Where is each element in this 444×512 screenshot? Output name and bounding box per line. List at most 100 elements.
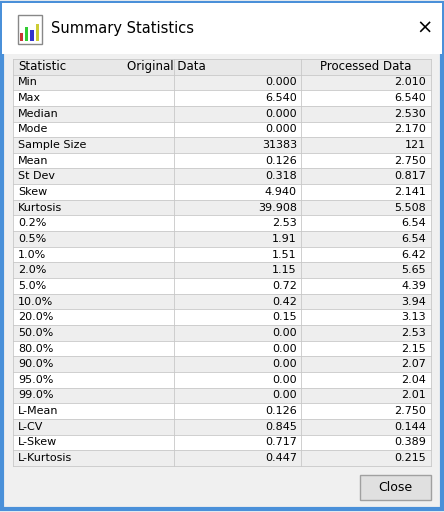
- FancyBboxPatch shape: [13, 262, 431, 278]
- Text: L-Mean: L-Mean: [18, 406, 58, 416]
- Text: 2.07: 2.07: [401, 359, 426, 369]
- Text: 0.126: 0.126: [265, 406, 297, 416]
- FancyBboxPatch shape: [13, 184, 431, 200]
- Text: 0.000: 0.000: [265, 124, 297, 134]
- Text: 50.0%: 50.0%: [18, 328, 53, 338]
- Bar: [20, 33, 23, 41]
- Text: 0.000: 0.000: [265, 109, 297, 119]
- Text: 2.750: 2.750: [394, 406, 426, 416]
- Text: 0.00: 0.00: [272, 359, 297, 369]
- FancyBboxPatch shape: [13, 216, 431, 231]
- Text: 20.0%: 20.0%: [18, 312, 53, 322]
- Text: 0.215: 0.215: [394, 453, 426, 463]
- Text: 0.00: 0.00: [272, 344, 297, 353]
- Text: 2.04: 2.04: [401, 375, 426, 385]
- Text: 4.39: 4.39: [401, 281, 426, 291]
- FancyBboxPatch shape: [13, 388, 431, 403]
- Text: 2.750: 2.750: [394, 156, 426, 166]
- Text: 0.845: 0.845: [265, 422, 297, 432]
- Text: Close: Close: [378, 481, 412, 494]
- Text: 2.010: 2.010: [394, 77, 426, 88]
- Text: 5.65: 5.65: [402, 265, 426, 275]
- Text: 2.53: 2.53: [401, 328, 426, 338]
- FancyBboxPatch shape: [13, 325, 431, 340]
- Text: 5.0%: 5.0%: [18, 281, 46, 291]
- Bar: [30, 30, 34, 41]
- Text: ×: ×: [416, 18, 432, 38]
- Text: 39.908: 39.908: [258, 203, 297, 212]
- FancyBboxPatch shape: [13, 309, 431, 325]
- Text: L-Kurtosis: L-Kurtosis: [18, 453, 72, 463]
- Text: 6.540: 6.540: [394, 93, 426, 103]
- Text: 6.42: 6.42: [401, 249, 426, 260]
- FancyBboxPatch shape: [13, 106, 431, 121]
- Text: 0.717: 0.717: [265, 437, 297, 447]
- Text: Statistic: Statistic: [18, 60, 66, 73]
- Bar: [25, 27, 28, 41]
- FancyBboxPatch shape: [13, 278, 431, 294]
- Text: 0.42: 0.42: [272, 296, 297, 307]
- Text: 0.817: 0.817: [394, 172, 426, 181]
- Text: 6.54: 6.54: [401, 218, 426, 228]
- Text: Max: Max: [18, 93, 41, 103]
- Text: 10.0%: 10.0%: [18, 296, 53, 307]
- Text: 0.447: 0.447: [265, 453, 297, 463]
- FancyBboxPatch shape: [13, 294, 431, 309]
- Text: 0.5%: 0.5%: [18, 234, 46, 244]
- Text: 0.00: 0.00: [272, 391, 297, 400]
- Text: Mode: Mode: [18, 124, 48, 134]
- FancyBboxPatch shape: [13, 231, 431, 247]
- Text: 2.170: 2.170: [394, 124, 426, 134]
- Text: 6.54: 6.54: [401, 234, 426, 244]
- Text: 0.00: 0.00: [272, 328, 297, 338]
- Text: St Dev: St Dev: [18, 172, 55, 181]
- FancyBboxPatch shape: [13, 90, 431, 106]
- FancyBboxPatch shape: [13, 168, 431, 184]
- Text: 0.318: 0.318: [265, 172, 297, 181]
- Text: 0.15: 0.15: [272, 312, 297, 322]
- Text: Original Data: Original Data: [127, 60, 206, 73]
- Text: 121: 121: [405, 140, 426, 150]
- Text: Kurtosis: Kurtosis: [18, 203, 62, 212]
- FancyBboxPatch shape: [2, 3, 442, 509]
- Text: 0.72: 0.72: [272, 281, 297, 291]
- Text: 2.15: 2.15: [401, 344, 426, 353]
- Text: Sample Size: Sample Size: [18, 140, 86, 150]
- Text: 1.15: 1.15: [272, 265, 297, 275]
- Text: 1.51: 1.51: [272, 249, 297, 260]
- Text: 2.0%: 2.0%: [18, 265, 46, 275]
- Text: 1.0%: 1.0%: [18, 249, 46, 260]
- Text: Min: Min: [18, 77, 38, 88]
- FancyBboxPatch shape: [13, 356, 431, 372]
- Text: Mean: Mean: [18, 156, 48, 166]
- Text: Skew: Skew: [18, 187, 47, 197]
- Text: L-CV: L-CV: [18, 422, 43, 432]
- Text: 6.540: 6.540: [265, 93, 297, 103]
- FancyBboxPatch shape: [13, 403, 431, 419]
- Text: 0.2%: 0.2%: [18, 218, 46, 228]
- FancyBboxPatch shape: [2, 3, 442, 54]
- FancyBboxPatch shape: [13, 450, 431, 466]
- Text: 2.53: 2.53: [272, 218, 297, 228]
- Text: 1.91: 1.91: [272, 234, 297, 244]
- Text: 0.126: 0.126: [265, 156, 297, 166]
- Text: Summary Statistics: Summary Statistics: [51, 20, 194, 36]
- Text: 0.389: 0.389: [394, 437, 426, 447]
- FancyBboxPatch shape: [13, 75, 431, 90]
- FancyBboxPatch shape: [13, 200, 431, 216]
- FancyBboxPatch shape: [13, 247, 431, 262]
- Text: 31383: 31383: [262, 140, 297, 150]
- FancyBboxPatch shape: [13, 121, 431, 137]
- Text: 4.940: 4.940: [265, 187, 297, 197]
- FancyBboxPatch shape: [13, 59, 431, 75]
- Text: L-Skew: L-Skew: [18, 437, 57, 447]
- Text: 2.141: 2.141: [394, 187, 426, 197]
- FancyBboxPatch shape: [13, 419, 431, 435]
- FancyBboxPatch shape: [13, 153, 431, 168]
- FancyBboxPatch shape: [13, 372, 431, 388]
- FancyBboxPatch shape: [13, 340, 431, 356]
- Text: 0.00: 0.00: [272, 375, 297, 385]
- Text: 0.000: 0.000: [265, 77, 297, 88]
- Bar: [36, 24, 39, 41]
- Text: 95.0%: 95.0%: [18, 375, 53, 385]
